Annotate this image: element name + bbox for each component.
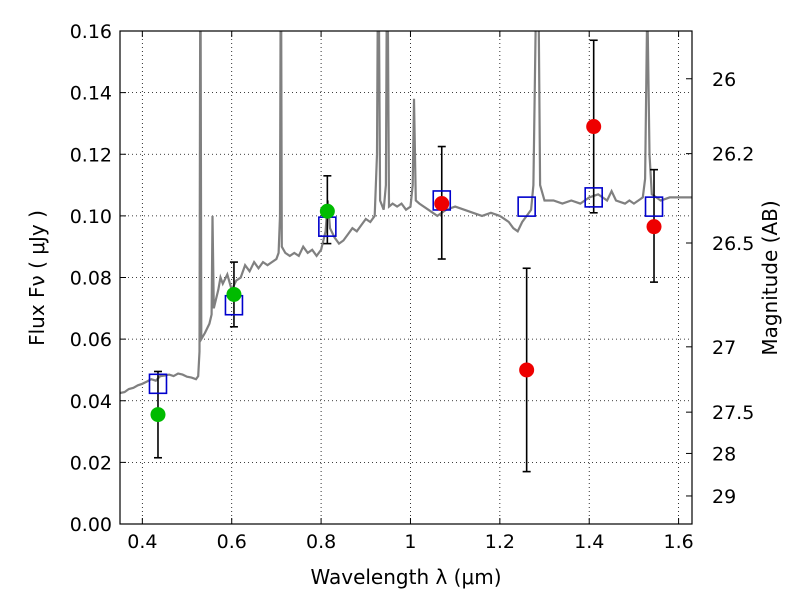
x-tick-label: 1.4 [574, 531, 604, 553]
model-photometry-square [148, 373, 168, 395]
x-tick-label: 1.6 [663, 531, 693, 553]
y-tick-label: 0.16 [70, 21, 112, 43]
x-tick-label: 0.6 [217, 531, 247, 553]
observed-infrared-point [434, 196, 450, 212]
y-tick-label: 0.08 [70, 268, 112, 290]
tick-labels: 0.4 0.6 0.8 1 1.2 1.4 1.6 0.00 0.02 0.04 0.06 0.08 0… [70, 21, 755, 553]
magnitude-tick-label: 27 [712, 337, 736, 359]
x-axis-title: Wavelength λ (μm) [310, 565, 501, 589]
magnitude-tick-label: 29 [712, 486, 736, 508]
x-tick-label: 0.8 [306, 531, 336, 553]
magnitude-tick-label: 28 [712, 443, 736, 465]
y-tick-label: 0.02 [70, 452, 112, 474]
model-spectrum-line [120, 31, 692, 395]
y-tick-label: 0.10 [70, 206, 112, 228]
secondary-y-axis-title: Magnitude (AB) [758, 200, 782, 355]
observed-optical-point [150, 407, 166, 423]
model-photometry-square [644, 196, 664, 217]
magnitude-tick-label: 26.5 [712, 233, 754, 255]
model-photometry-square [584, 187, 603, 208]
y-tick-label: 0.06 [70, 329, 112, 351]
x-tick-label: 1 [404, 531, 416, 553]
x-tick-label: 1.2 [485, 531, 515, 553]
observed-optical-point [319, 203, 335, 219]
magnitude-tick-label: 26 [712, 69, 736, 91]
y-tick-label: 0.14 [70, 83, 112, 105]
x-tick-label: 0.4 [127, 531, 157, 553]
observed-infrared-point [519, 362, 535, 378]
y-tick-label: 0.00 [70, 514, 112, 536]
plot-area [120, 31, 692, 524]
observed-flux-markers [150, 119, 662, 423]
magnitude-tick-label: 26.2 [712, 144, 754, 166]
magnitude-tick-label: 27.5 [712, 402, 754, 424]
y-tick-label: 0.12 [70, 144, 112, 166]
y-axis-title: Flux Fν ( μJy ) [25, 210, 49, 346]
plot-content [120, 31, 692, 473]
axis-ticks [120, 30, 692, 525]
observed-optical-point [226, 286, 242, 302]
observed-infrared-point [586, 119, 602, 135]
observed-infrared-point [646, 219, 662, 235]
model-photometry-square [517, 196, 536, 217]
y-tick-label: 0.04 [70, 391, 112, 413]
